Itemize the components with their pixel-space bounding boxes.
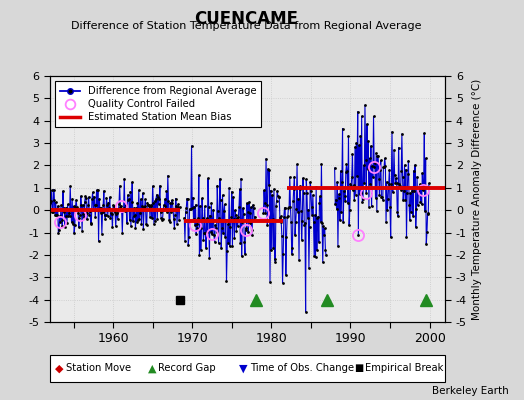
Text: Time of Obs. Change: Time of Obs. Change — [250, 363, 354, 374]
Text: ■: ■ — [354, 363, 364, 374]
Text: CUENCAME: CUENCAME — [194, 10, 298, 28]
Text: Empirical Break: Empirical Break — [365, 363, 444, 374]
Text: ▼: ▼ — [239, 363, 248, 374]
Text: ◆: ◆ — [55, 363, 63, 374]
Text: Record Gap: Record Gap — [158, 363, 216, 374]
Text: ▲: ▲ — [148, 363, 156, 374]
Y-axis label: Monthly Temperature Anomaly Difference (°C): Monthly Temperature Anomaly Difference (… — [473, 78, 483, 320]
Text: Difference of Station Temperature Data from Regional Average: Difference of Station Temperature Data f… — [71, 21, 421, 31]
Legend: Difference from Regional Average, Quality Control Failed, Estimated Station Mean: Difference from Regional Average, Qualit… — [55, 81, 261, 127]
Text: Berkeley Earth: Berkeley Earth — [432, 386, 508, 396]
Text: Station Move: Station Move — [66, 363, 130, 374]
